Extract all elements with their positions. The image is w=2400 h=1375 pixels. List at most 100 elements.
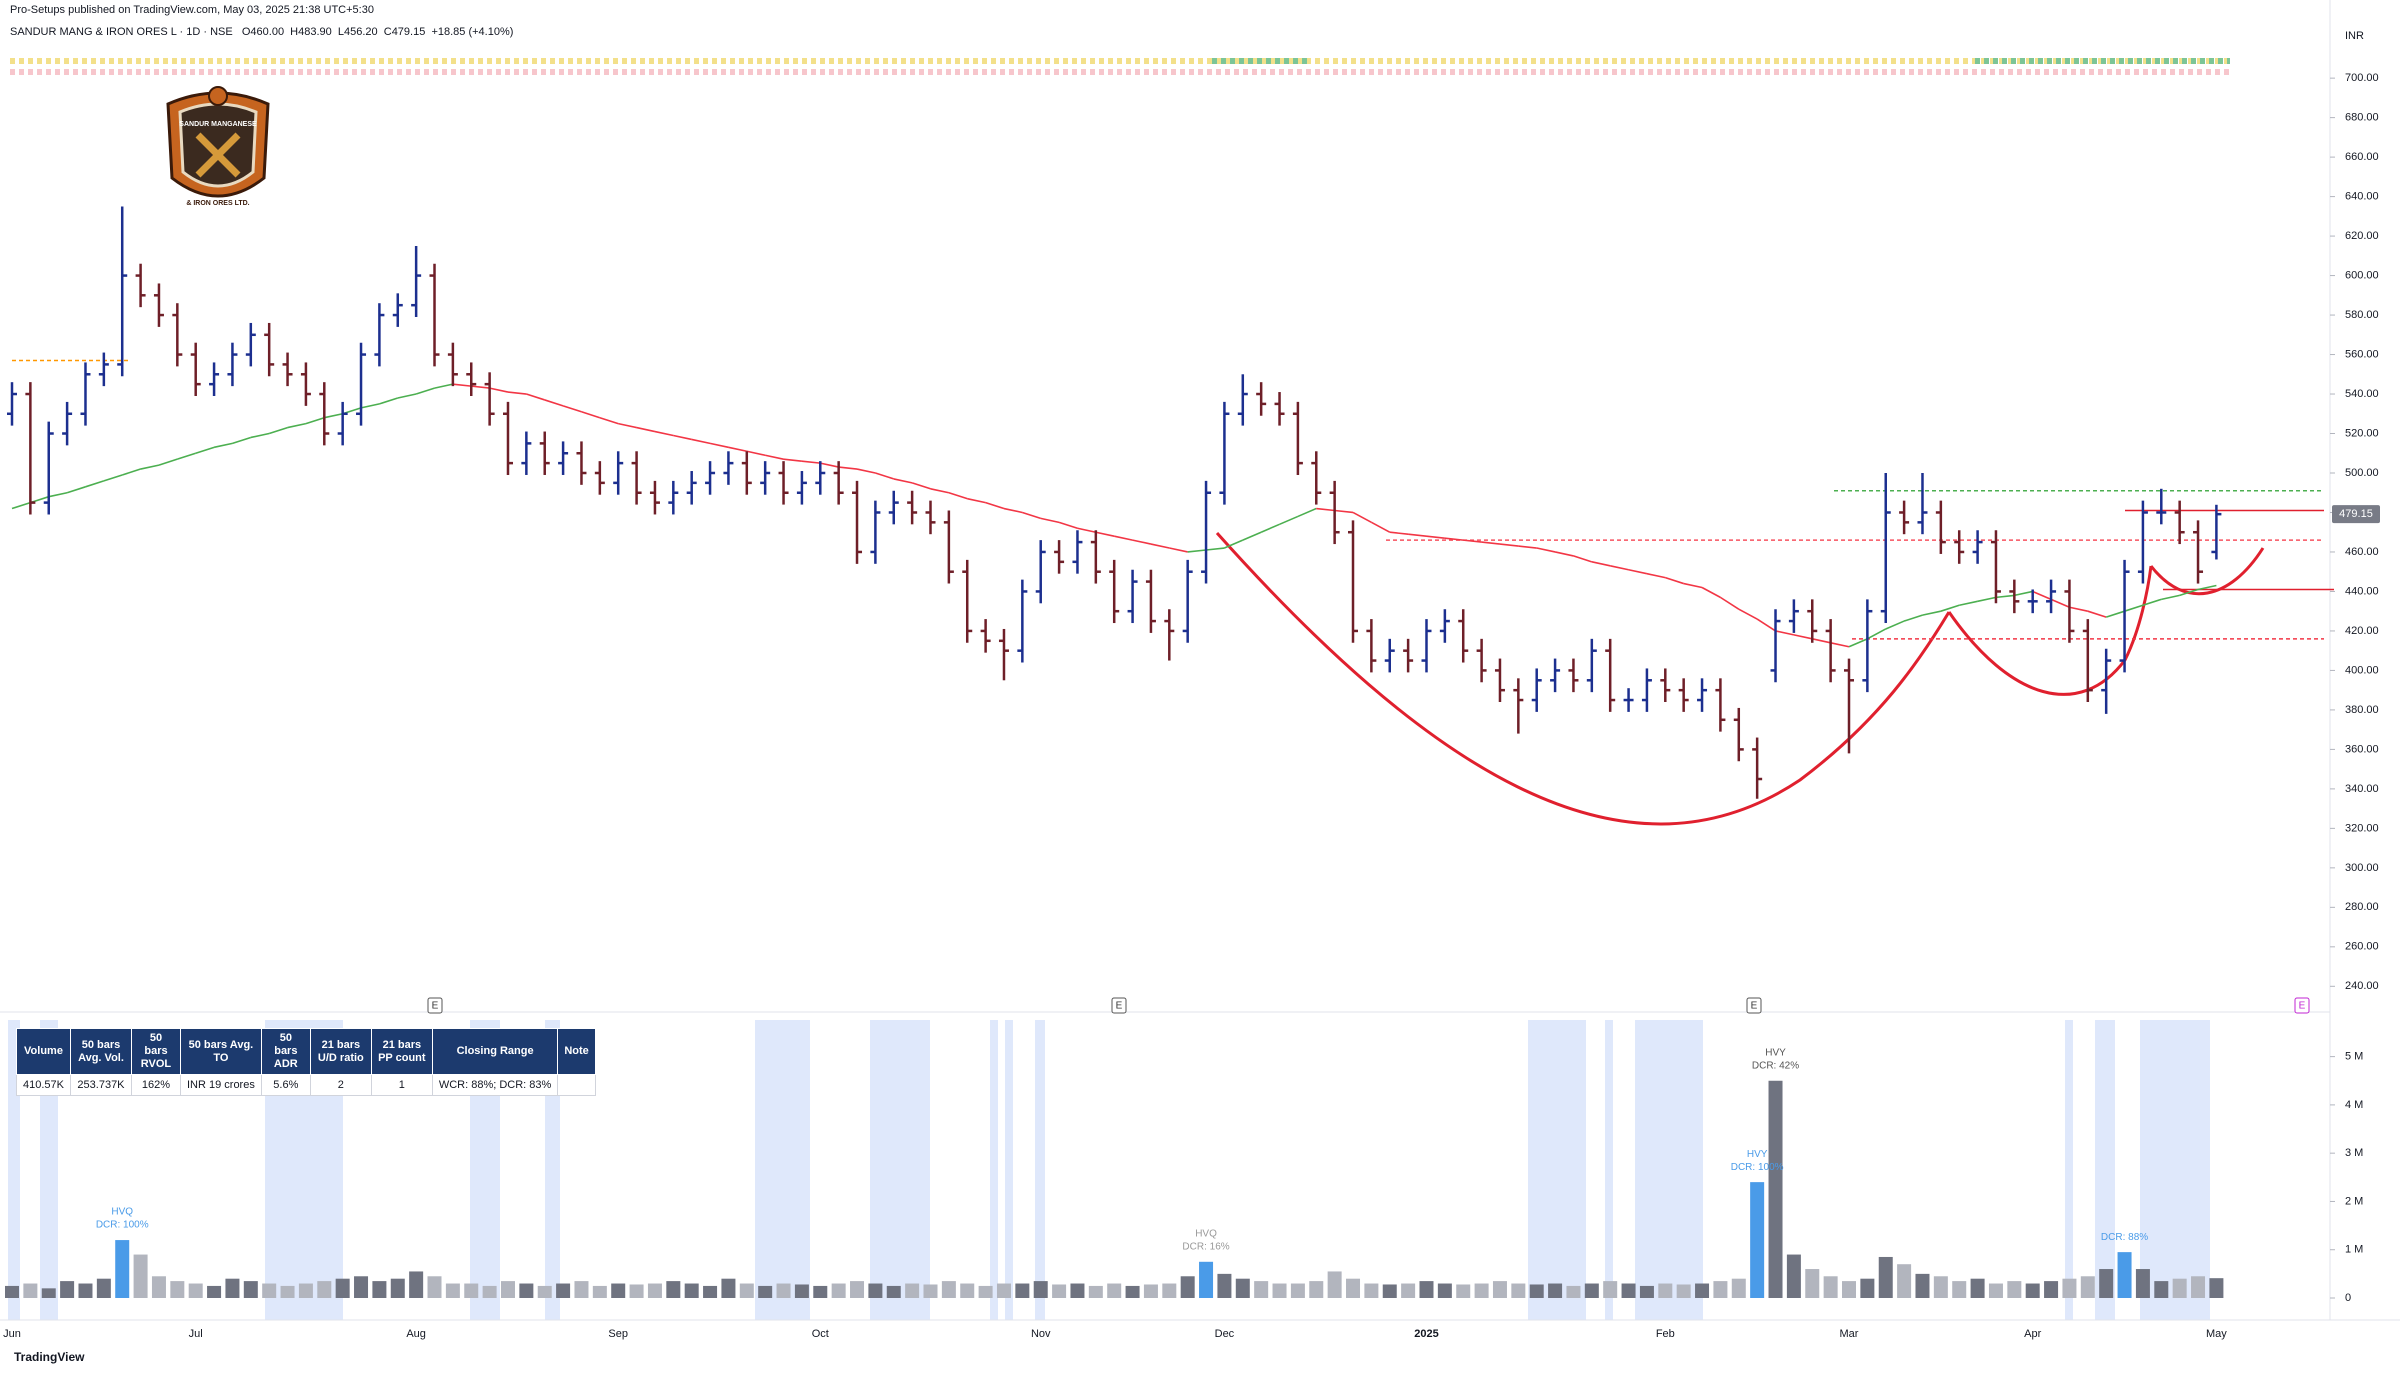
volume-bar [1548,1283,1563,1298]
moving-average [893,478,913,484]
volume-bar [537,1285,552,1298]
moving-average [415,387,435,395]
volume-bar [1511,1283,1526,1298]
moving-average [2050,598,2070,608]
y-tick-label: 360.00 [2345,743,2379,755]
moving-average [673,434,692,441]
ohlc-readout: O460.00 H483.90 L456.20 C479.15 +18.85 (… [241,26,514,38]
volume-bar [886,1285,901,1298]
table-cell: 162% [130,1074,181,1096]
logo-text: & IRON ORES LTD. [186,200,249,207]
y-tick-label: 700.00 [2345,72,2379,84]
moving-average [1701,586,1721,599]
symbol: SANDUR MANG & IRON ORES L · 1D · NSE [10,26,233,38]
x-tick-label: Oct [812,1328,829,1340]
logo-text: SANDUR MANGANESE [179,121,257,128]
moving-average [1995,594,2015,599]
moving-average [268,426,288,435]
volume-bar [611,1283,626,1298]
moving-average [618,422,637,429]
moving-average [1591,561,1611,567]
volume-bar [445,1283,460,1298]
moving-average [1481,541,1501,545]
moving-average [2161,594,2180,601]
volume-bar [1437,1283,1452,1298]
volume-tick-label: 5 M [2345,1051,2363,1063]
volume-bar [2191,1276,2206,1298]
volume-bar [1033,1281,1048,1298]
volume-bar [133,1254,148,1298]
volume-bar [243,1281,258,1298]
moving-average [213,442,233,449]
moving-average [875,472,895,480]
x-tick-label: Jul [189,1328,203,1340]
moving-average [1536,547,1556,553]
table-header: 50 bars ADR [260,1028,311,1075]
volume-bar [1254,1281,1269,1298]
moving-average [507,391,527,395]
publisher-line: Pro-Setups published on TradingView.com,… [10,4,374,16]
volume-bar [1529,1284,1544,1298]
moving-average [746,450,766,457]
moving-average [599,416,619,425]
moving-average [2142,598,2162,607]
moving-average [1224,539,1244,549]
volume-tick-label: 0 [2345,1292,2351,1304]
volume-bar [1217,1273,1232,1298]
earnings-marker-box [1111,997,1127,1014]
y-tick-label: 620.00 [2345,230,2379,242]
y-tick-label: 280.00 [2345,901,2379,913]
volume-bar [2044,1281,2059,1298]
moving-average [1463,539,1482,543]
y-tick-label: 500.00 [2345,467,2379,479]
moving-average [1334,509,1354,514]
volume-bar [1272,1283,1287,1298]
moving-average [140,464,160,470]
moving-average [1040,517,1060,524]
volume-bar [1823,1276,1838,1298]
volume-bar [1639,1285,1654,1298]
volume-bar [1235,1278,1250,1298]
earnings-marker-box [1746,997,1762,1014]
y-tick-label: 640.00 [2345,191,2379,203]
last-price-box [2332,505,2380,524]
volume-bar [1327,1271,1342,1298]
volume-bar [1290,1283,1305,1298]
volume-annotation: HVY [1765,1047,1786,1058]
moving-average [1297,507,1317,518]
table-cell: INR 19 crores [179,1074,262,1096]
volume-tick-label: 3 M [2345,1147,2363,1159]
moving-average [2124,604,2144,612]
moving-average [967,497,986,504]
moving-average [1665,576,1684,585]
volume-bar [1768,1080,1783,1298]
volume-tick-label: 1 M [2345,1244,2363,1256]
moving-average [1169,547,1188,553]
x-tick-label: Jun [3,1328,21,1340]
earnings-marker: E [2299,1001,2306,1012]
table-cell: 2 [309,1074,372,1096]
moving-average [489,387,509,393]
volume-bar [1988,1283,2003,1298]
volume-annotation: HVQ [111,1207,133,1218]
company-logo: SANDUR MANGANESE & IRON ORES LTD. [166,86,270,207]
volume-bar [1603,1281,1618,1298]
volume-bar [2117,1252,2132,1298]
volume-bar [41,1288,56,1298]
volume-bar [1364,1283,1379,1298]
moving-average [1848,638,1868,648]
currency-label: INR [2345,30,2364,42]
volume-tick-label: 2 M [2345,1195,2363,1207]
volume-bar [978,1285,993,1298]
volume-bar [390,1278,405,1298]
moving-average [1114,535,1133,541]
moving-average [287,422,307,429]
moving-average [232,436,252,445]
moving-average [654,430,674,437]
moving-average [2179,588,2199,597]
y-tick-label: 460.00 [2345,546,2379,558]
y-tick-label: 380.00 [2345,704,2379,716]
moving-average [1187,549,1207,553]
x-tick-label: Apr [2024,1328,2041,1340]
volume-bar [1015,1283,1030,1298]
